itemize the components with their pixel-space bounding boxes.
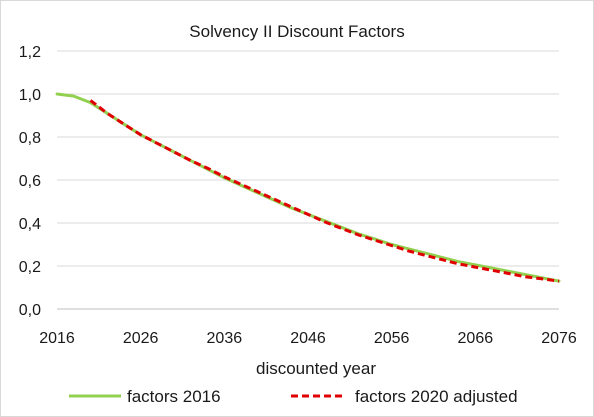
series-line-1: [55, 92, 561, 283]
y-tick-label: 0,0: [19, 302, 41, 319]
x-axis-label: discounted year: [256, 359, 376, 378]
y-axis-ticks: 0,0 0,2 0,4 0,6 0,8 1,0 1,2: [19, 44, 41, 319]
gridlines: [57, 50, 559, 267]
legend-label-2: factors 2020 adjusted: [355, 387, 518, 406]
x-tick-label: 2046: [290, 330, 326, 347]
y-tick-label: 1,2: [19, 44, 41, 61]
series-line-2: [89, 99, 560, 283]
x-tick-label: 2076: [541, 330, 577, 347]
series-lines: [55, 92, 561, 283]
legend: factors 2016 factors 2020 adjusted: [69, 387, 518, 406]
y-tick-label: 1,0: [19, 87, 41, 104]
legend-label-1: factors 2016: [127, 387, 221, 406]
x-axis-ticks: 2016 2026 2036 2046 2056 2066 2076: [39, 330, 577, 347]
x-tick-label: 2036: [207, 330, 243, 347]
y-tick-label: 0,8: [19, 130, 41, 147]
x-tick-label: 2016: [39, 330, 75, 347]
y-tick-label: 0,6: [19, 173, 41, 190]
y-tick-label: 0,2: [19, 259, 41, 276]
x-tick-label: 2056: [374, 330, 410, 347]
chart-title: Solvency II Discount Factors: [189, 22, 404, 41]
x-tick-label: 2066: [458, 330, 494, 347]
x-tick-label: 2026: [123, 330, 159, 347]
y-tick-label: 0,4: [19, 216, 41, 233]
